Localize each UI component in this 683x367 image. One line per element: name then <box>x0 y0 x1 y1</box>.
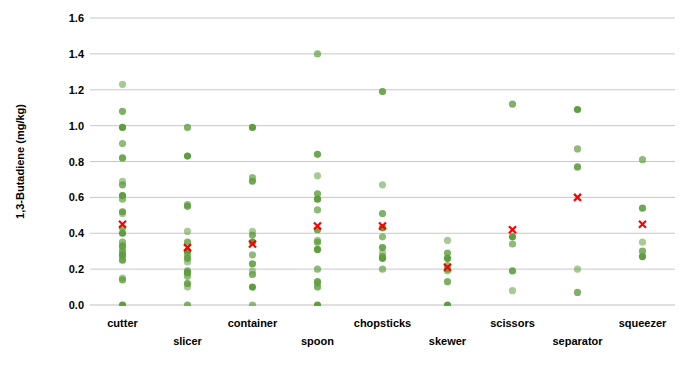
data-point <box>379 210 386 217</box>
grid-line <box>90 53 675 54</box>
y-tick-label: 0.0 <box>69 299 84 311</box>
y-tick-label: 0.2 <box>69 263 84 275</box>
data-point <box>314 266 321 273</box>
page: {"chart_data": { "type": "strip", "y_lab… <box>0 0 683 367</box>
data-point <box>314 50 321 57</box>
data-point <box>119 196 126 203</box>
data-point <box>639 253 646 260</box>
data-point <box>249 231 256 238</box>
data-point <box>184 203 191 210</box>
x-tick-label: separator <box>552 335 603 347</box>
data-point <box>444 278 451 285</box>
data-point <box>314 301 321 306</box>
y-tick-label: 1.2 <box>69 84 84 96</box>
mean-marker <box>119 221 126 228</box>
data-point <box>119 81 126 88</box>
y-tick-label: 1.6 <box>69 12 84 24</box>
y-tick-label: 1.4 <box>69 48 85 60</box>
data-point <box>249 260 256 267</box>
x-tick-label: chopsticks <box>354 317 411 329</box>
data-point <box>184 301 191 306</box>
data-point <box>119 301 126 306</box>
data-point <box>119 181 126 188</box>
data-point <box>509 101 516 108</box>
y-tick-label: 0.8 <box>69 156 84 168</box>
data-point <box>444 255 451 262</box>
data-point <box>249 283 256 290</box>
data-point <box>444 237 451 244</box>
grid-line <box>90 18 675 19</box>
data-point <box>639 239 646 246</box>
x-tick-label: skewer <box>429 335 467 347</box>
data-point <box>314 151 321 158</box>
data-point <box>509 240 516 247</box>
data-point <box>119 108 126 115</box>
x-tick-label: scissors <box>490 317 535 329</box>
data-point <box>119 276 126 283</box>
data-point <box>574 266 581 273</box>
data-point <box>314 206 321 213</box>
y-axis-label: 1,3-Butadiene (mg/kg) <box>14 104 26 219</box>
data-point <box>119 210 126 217</box>
mean-marker <box>184 244 191 251</box>
mean-marker <box>509 226 516 233</box>
data-point <box>249 251 256 258</box>
data-point <box>379 181 386 188</box>
x-tick-label: spoon <box>301 335 334 347</box>
data-point <box>509 267 516 274</box>
x-tick-label: cutter <box>107 317 138 329</box>
grid-line <box>90 197 675 198</box>
data-point <box>574 106 581 113</box>
data-point <box>119 230 126 237</box>
data-point <box>119 154 126 161</box>
y-tick-label: 1.0 <box>69 120 84 132</box>
data-point <box>184 228 191 235</box>
data-point <box>379 233 386 240</box>
mean-marker <box>639 221 646 228</box>
data-point <box>574 289 581 296</box>
data-point <box>379 266 386 273</box>
x-tick-label: container <box>228 317 278 329</box>
data-point <box>249 301 256 306</box>
plot-area <box>119 50 646 306</box>
data-point <box>379 255 386 262</box>
data-point <box>249 271 256 278</box>
mean-marker <box>314 223 321 230</box>
grid-line <box>90 305 675 306</box>
mean-marker <box>444 264 451 271</box>
mean-marker <box>574 194 581 201</box>
data-point <box>639 205 646 212</box>
mean-marker <box>249 241 256 248</box>
grid-line <box>90 125 675 126</box>
x-tick-label: squeezer <box>619 317 667 329</box>
data-point <box>574 163 581 170</box>
y-tick-label: 0.4 <box>69 227 85 239</box>
data-point <box>314 283 321 290</box>
data-point <box>314 172 321 179</box>
data-point <box>509 233 516 240</box>
grid-line <box>90 161 675 162</box>
data-point <box>119 257 126 264</box>
data-point <box>184 273 191 280</box>
data-point <box>249 124 256 131</box>
data-point <box>314 246 321 253</box>
data-point <box>639 156 646 163</box>
x-tick-label: slicer <box>173 335 202 347</box>
y-tick-label: 0.6 <box>69 191 84 203</box>
chart: 0.0 0.2 0.4 0.6 0.8 1.0 1.2 1.4 1.6 1,3-Butadiene… <box>0 0 683 367</box>
data-point <box>184 283 191 290</box>
data-point <box>509 287 516 294</box>
data-point <box>574 145 581 152</box>
mean-marker <box>379 223 386 230</box>
data-point <box>379 88 386 95</box>
data-point <box>184 258 191 265</box>
data-point <box>184 124 191 131</box>
data-point <box>249 178 256 185</box>
data-point <box>314 196 321 203</box>
data-point <box>119 124 126 131</box>
data-point <box>314 239 321 246</box>
data-point <box>119 140 126 147</box>
data-point <box>184 153 191 160</box>
data-point <box>444 301 451 306</box>
